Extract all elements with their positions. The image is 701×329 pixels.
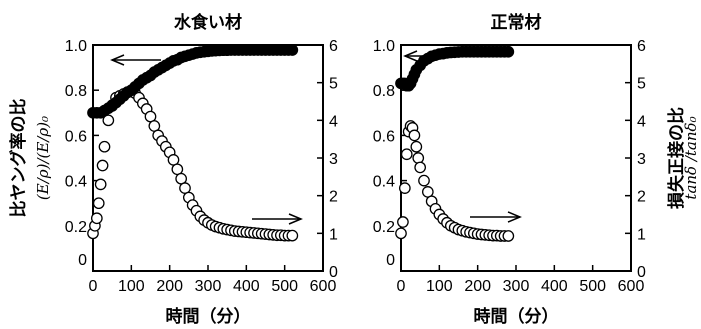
data-point-loss-tangent [397, 216, 409, 228]
x-tick-label: 300 [503, 278, 530, 295]
data-point-loss-tangent [400, 148, 413, 161]
plot-frame [400, 44, 632, 272]
data-point-loss-tangent [408, 129, 421, 142]
x-tick-label: 500 [579, 278, 606, 295]
x-tick-label: 600 [310, 278, 337, 295]
y-right-tick-label: 3 [329, 151, 338, 168]
x-tick-label: 100 [118, 278, 145, 295]
y-left-tick-label: 1.0 [65, 38, 87, 55]
x-tick-label: 200 [464, 278, 491, 295]
arrow-left-axis-head [403, 50, 418, 62]
y-axis-left-label: 比ヤング率の比 [8, 99, 29, 218]
y-axis-left-formula: (E/ρ)/(E/ρ)₀ [34, 116, 52, 200]
data-point-loss-tangent [102, 114, 115, 127]
y-right-tick-label: 4 [637, 113, 646, 130]
arrow-right-axis-head [507, 211, 522, 223]
x-tick-label: 100 [426, 278, 453, 295]
y-right-tick-label: 2 [329, 189, 338, 206]
x-tick-label: 600 [618, 278, 645, 295]
y-right-tick-label: 5 [329, 76, 338, 93]
x-axis-label: 時間（分） [474, 306, 559, 327]
data-point-loss-tangent [90, 212, 103, 225]
y-right-tick-label: 1 [637, 226, 646, 243]
y-left-tick-label: 0.6 [373, 128, 395, 145]
panel-title: 水食い材 [174, 12, 242, 33]
y-axis-right-formula: tanδ /tanδ₀ [682, 116, 700, 199]
data-point-loss-tangent [412, 152, 425, 164]
x-tick-label: 0 [89, 278, 98, 295]
data-point-loss-tangent [98, 140, 111, 153]
x-axis: 0 100 200 300 400 500 600 [89, 265, 337, 295]
arrows [110, 50, 522, 225]
arrow-left-axis-head [110, 54, 125, 66]
data-point-young-ratio [502, 45, 515, 58]
y-right-tick-label: 0 [329, 264, 338, 281]
y-left-tick-label: 0.2 [65, 219, 87, 236]
x-axis: 0 100 200 300 400 500 600 [397, 265, 645, 295]
data-point-loss-tangent [502, 230, 515, 242]
data-point-loss-tangent [414, 161, 427, 174]
series-young-ratio [87, 44, 299, 119]
x-tick-label: 400 [541, 278, 568, 295]
y-axis-right: 0 1 2 3 4 5 6 [625, 38, 646, 281]
y-right-tick-label: 0 [637, 264, 646, 281]
data-point-loss-tangent [92, 197, 105, 210]
x-tick-label: 300 [195, 278, 222, 295]
data-point-loss-tangent [398, 182, 411, 194]
x-tick-label: 500 [271, 278, 298, 295]
y-right-tick-label: 5 [637, 76, 646, 93]
y-right-tick-label: 4 [329, 113, 338, 130]
y-left-tick-label: 0.8 [373, 83, 395, 100]
y-left-tick-label: 0.4 [65, 174, 87, 191]
y-right-tick-label: 6 [329, 38, 338, 55]
x-axis-label: 時間（分） [166, 306, 251, 327]
x-tick-label: 200 [156, 278, 183, 295]
y-right-tick-label: 6 [637, 38, 646, 55]
y-left-tick-label: 0.2 [373, 219, 395, 236]
y-left-tick-label: 1.0 [373, 38, 395, 55]
y-left-tick-label: 0.4 [373, 174, 395, 191]
y-axis-left: 0 0.2 0.4 0.6 0.8 1.0 [65, 38, 99, 272]
data-point-loss-tangent [395, 227, 407, 240]
y-left-tick-label: 0.6 [65, 128, 87, 145]
y-right-tick-label: 3 [637, 151, 646, 168]
y-axis-right-label: 損失正接の比 [666, 107, 687, 209]
y-label-right-group: 損失正接の比 tanδ /tanδ₀ [666, 107, 700, 209]
panel-normal: 正常材 0 100 200 300 400 500 600 0 0.2 0.4 0.6 0.8 1.0… [373, 12, 646, 327]
y-right-tick-label: 2 [637, 189, 646, 206]
data-point-loss-tangent [410, 140, 423, 153]
series-loss-tangent [395, 120, 515, 242]
data-point-loss-tangent [96, 159, 109, 172]
data-point-loss-tangent [286, 229, 299, 242]
y-right-tick-label: 1 [329, 226, 338, 243]
y-label-left-group: 比ヤング率の比 (E/ρ)/(E/ρ)₀ [8, 99, 52, 218]
y-left-tick-label: 0 [78, 252, 87, 269]
series-loss-tangent [87, 85, 299, 242]
panel-water-soaked: 水食い材 0 100 200 300 400 500 600 0 0.2 0.4 0.6 0.8 1.… [65, 12, 338, 327]
x-tick-label: 0 [397, 278, 406, 295]
arrow-right-axis-head [288, 213, 303, 225]
x-tick-label: 400 [233, 278, 260, 295]
y-left-tick-label: 0.8 [65, 83, 87, 100]
data-point-young-ratio [286, 44, 299, 56]
panel-title: 正常材 [491, 12, 542, 33]
data-point-loss-tangent [418, 174, 430, 187]
y-left-tick-label: 0 [386, 252, 395, 269]
y-axis-right: 0 1 2 3 4 5 6 [317, 38, 338, 281]
data-point-loss-tangent [94, 178, 107, 191]
